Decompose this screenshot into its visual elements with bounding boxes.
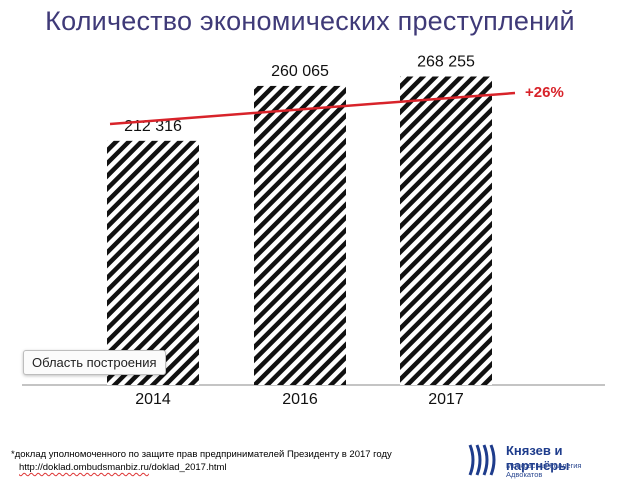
x-tick-label-2014: 2014 [135, 391, 171, 408]
source-url-path[interactable]: /doklad_2017.html [148, 462, 227, 473]
bar-2014 [107, 140, 199, 385]
trend-annotation: +26% [525, 84, 564, 101]
logo-name: Князев и партнёры [506, 443, 570, 473]
chart-title: Количество экономических преступлений [45, 6, 575, 36]
trend-line [109, 91, 516, 126]
source-url[interactable]: http://doklad.ombudsmanbiz.ru/doklad_201… [19, 461, 441, 474]
source-url-host[interactable]: http://doklad.ombudsmanbiz.ru [19, 462, 149, 473]
bar-2016 [254, 85, 346, 386]
logo-subtitle: Московская Коллегия Адвокатов [506, 461, 582, 479]
footnote-text: *доклад уполномоченного по защите прав п… [11, 449, 392, 460]
source-footnote: *доклад уполномоченного по защите прав п… [11, 448, 441, 474]
data-label-2017: 268 255 [417, 54, 475, 71]
bar-2017 [400, 76, 492, 386]
x-tick-label-2017: 2017 [428, 391, 464, 408]
logo-mark-icon [468, 444, 496, 476]
firm-logo: Князев и партнёры Московская Коллегия Ад… [466, 441, 616, 481]
plot-area-tooltip: Область построения [23, 350, 166, 375]
x-tick-label-2016: 2016 [282, 391, 318, 408]
data-label-2016: 260 065 [271, 63, 329, 80]
